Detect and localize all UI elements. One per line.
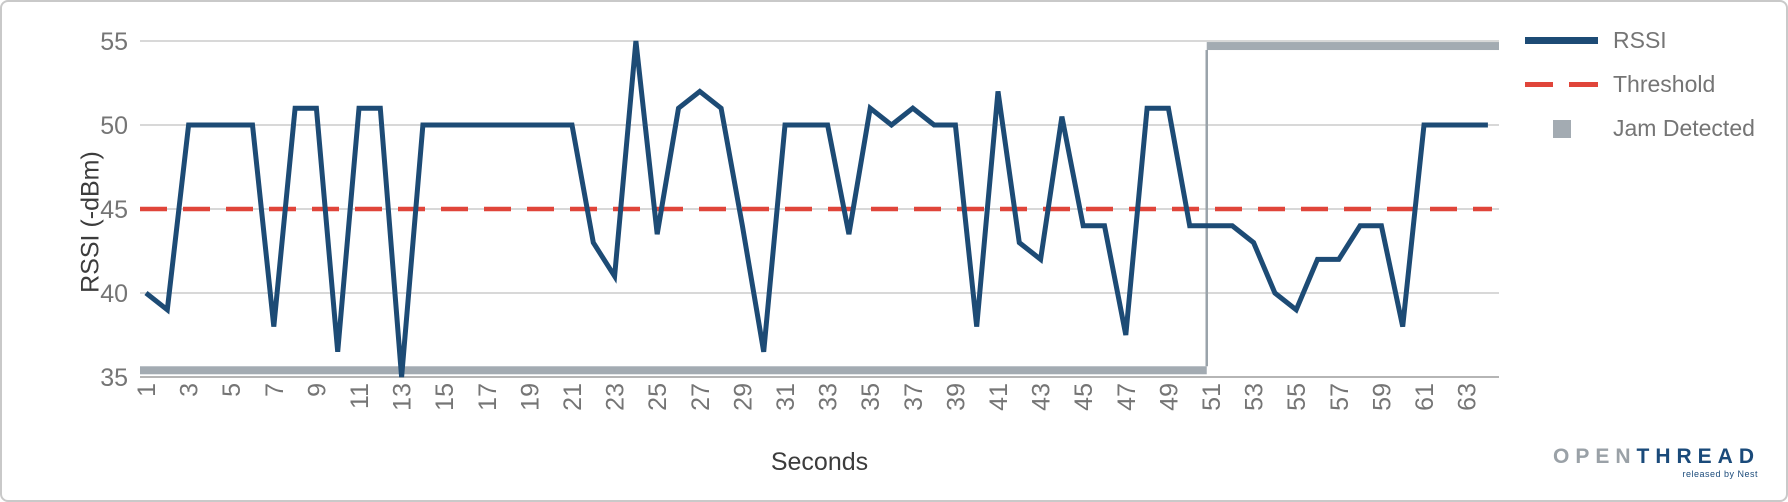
threshold-dash-swatch-box xyxy=(1525,72,1598,97)
rssi-line-swatch xyxy=(1525,37,1598,44)
x-tick-label-47: 47 xyxy=(1113,383,1141,411)
openthread-logo: OPENTHREAD released by Nest xyxy=(1553,446,1760,479)
logo-open-text: OPEN xyxy=(1552,445,1637,468)
threshold-dash-swatch xyxy=(1525,82,1598,87)
x-tick-label-17: 17 xyxy=(474,383,502,411)
x-tick-label-57: 57 xyxy=(1326,383,1354,411)
jam-square-swatch-box xyxy=(1525,116,1598,141)
y-axis-title: RSSI (-dBm) xyxy=(76,151,105,293)
x-tick-label-49: 49 xyxy=(1155,383,1183,411)
logo-thread-text: THREAD xyxy=(1636,445,1760,468)
x-tick-label-9: 9 xyxy=(303,383,331,397)
x-tick-label-11: 11 xyxy=(346,383,374,409)
x-tick-label-59: 59 xyxy=(1368,383,1396,411)
jam-bar-low xyxy=(140,366,1207,375)
y-tick-label-40: 40 xyxy=(100,280,128,308)
x-tick-label-35: 35 xyxy=(857,383,885,411)
x-tick-label-27: 27 xyxy=(687,383,715,411)
legend-item-jam: Jam Detected xyxy=(1525,115,1755,141)
legend-label-rssi: RSSI xyxy=(1613,27,1667,53)
jam-bar-high xyxy=(1206,42,1499,51)
x-tick-label-3: 3 xyxy=(176,383,204,397)
x-tick-label-41: 41 xyxy=(985,383,1013,411)
rssi-series-line xyxy=(144,40,1488,378)
jam-square-swatch xyxy=(1552,119,1571,138)
openthread-logo-text: OPENTHREAD xyxy=(1553,446,1760,467)
x-tick-label-19: 19 xyxy=(516,383,544,411)
x-tick-label-29: 29 xyxy=(729,383,757,411)
x-axis-title: Seconds xyxy=(770,448,869,476)
x-tick-label-61: 61 xyxy=(1411,383,1439,411)
x-tick-label-51: 51 xyxy=(1198,383,1226,411)
x-tick-label-1: 1 xyxy=(133,383,161,397)
x-tick-label-21: 21 xyxy=(559,383,587,411)
rssi-line-swatch-box xyxy=(1525,28,1598,53)
x-tick-label-45: 45 xyxy=(1070,383,1098,411)
legend-item-rssi: RSSI xyxy=(1525,27,1755,53)
x-tick-label-13: 13 xyxy=(389,383,417,411)
x-tick-label-25: 25 xyxy=(644,383,672,411)
y-tick-label-45: 45 xyxy=(100,196,128,224)
x-tick-label-23: 23 xyxy=(602,383,630,411)
x-tick-label-5: 5 xyxy=(218,383,246,397)
legend: RSSI Threshold Jam Detected xyxy=(1525,27,1755,141)
x-tick-label-53: 53 xyxy=(1241,383,1269,411)
x-tick-label-39: 39 xyxy=(942,383,970,411)
x-tick-label-7: 7 xyxy=(261,383,289,397)
x-tick-label-43: 43 xyxy=(1028,383,1056,411)
y-tick-label-55: 55 xyxy=(100,28,128,56)
x-tick-label-37: 37 xyxy=(900,383,928,411)
x-tick-label-33: 33 xyxy=(815,383,843,411)
x-tick-label-15: 15 xyxy=(431,383,459,411)
legend-item-threshold: Threshold xyxy=(1525,71,1755,97)
legend-label-threshold: Threshold xyxy=(1613,71,1716,97)
y-tick-label-35: 35 xyxy=(100,364,128,392)
x-tick-label-31: 31 xyxy=(772,383,800,411)
legend-label-jam: Jam Detected xyxy=(1613,115,1755,141)
x-tick-label-55: 55 xyxy=(1283,383,1311,411)
y-tick-label-50: 50 xyxy=(100,112,128,140)
x-tick-label-63: 63 xyxy=(1454,383,1482,411)
logo-tagline: released by Nest xyxy=(1682,469,1758,479)
